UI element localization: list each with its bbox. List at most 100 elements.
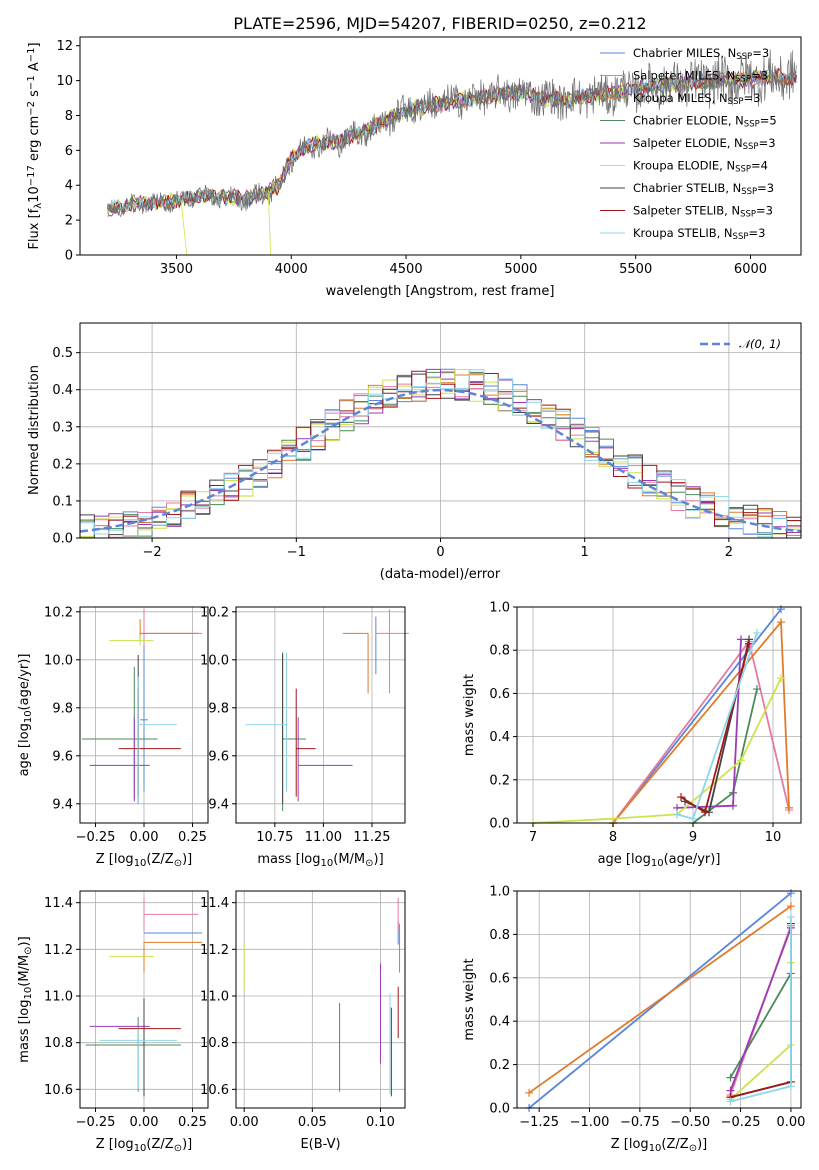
legend-nssp-sub: SSP	[735, 75, 751, 85]
axis-label-part: (age/yr)]	[664, 852, 721, 867]
legend-nssp-sub: SSP	[735, 165, 751, 175]
axis-label-part: 10	[23, 987, 34, 1000]
y-tick-label: 0.4	[489, 1015, 510, 1030]
legend-name: Chabrier STELIB	[633, 181, 725, 195]
y-tick-label: 8	[65, 109, 73, 124]
y-tick-label: 11.0	[200, 990, 229, 1005]
legend-nssp-value: =5	[760, 114, 777, 128]
x-tick-label: 0.05	[298, 1115, 327, 1130]
weight-marker	[677, 793, 685, 802]
axis-label-part: A	[27, 62, 42, 75]
x-tick-label: 3500	[160, 262, 193, 277]
weight-marker	[689, 814, 697, 823]
legend-nssp: , N	[712, 91, 728, 105]
y-axis-label: Normed distribution	[27, 365, 42, 495]
y-tick-label: 9.8	[52, 701, 73, 716]
weight-line	[729, 962, 792, 1100]
y-tick-label: 2	[65, 214, 73, 229]
axis-label-part: (Z/Z	[146, 1137, 173, 1152]
x-axis-label: Z [log10(Z/Z⊙)]	[611, 1137, 707, 1154]
axis-label-part: Z [log	[611, 1137, 649, 1152]
y-tick-label: 10	[56, 74, 73, 89]
weight-line	[528, 905, 792, 1094]
axis-label-part: ⊙	[365, 858, 373, 869]
y-tick-label: 6	[65, 144, 73, 159]
legend-nssp-sub: SSP	[744, 120, 760, 130]
axis-label-part: Z [log	[96, 852, 134, 867]
legend-name: Salpeter STELIB	[633, 204, 724, 218]
y-tick-label: 10.6	[44, 1083, 73, 1098]
axis-label-part: ⊙	[689, 1143, 697, 1154]
weight-marker	[786, 913, 795, 922]
legend-nssp-value: =4	[751, 159, 768, 173]
legend-nssp-sub: SSP	[740, 210, 756, 220]
y-tick-label: 10.2	[200, 605, 229, 620]
axis-label-part: age [log	[17, 723, 32, 776]
x-axis-label: (data-model)/error	[380, 567, 501, 582]
axis-label-part: −2	[26, 101, 37, 116]
y-tick-label: 12	[56, 39, 73, 54]
x-axis-label: Z [log10(Z/Z⊙)]	[96, 852, 192, 869]
y-tick-label: 0.6	[489, 687, 510, 702]
y-axis-label: mass weight	[462, 674, 477, 756]
axis-label-part: )]	[374, 852, 384, 867]
y-tick-label: 10.8	[200, 1036, 229, 1051]
axes-frame	[235, 606, 406, 824]
axes-frame	[516, 606, 802, 824]
legend-nssp: , N	[724, 204, 740, 218]
axis-label-part: ⊙	[23, 946, 34, 954]
weight-line	[612, 608, 782, 824]
y-tick-label: 0.4	[489, 730, 510, 745]
legend-nssp-sub: SSP	[741, 187, 757, 197]
legend-entry: Salpeter STELIB, NSSP=3	[633, 204, 773, 220]
axis-label-part: mass [log	[17, 999, 32, 1062]
y-tick-label: 0.0	[489, 1102, 510, 1117]
mass-vs-extinction-panel: 0.00 0.05 0.10 10.6 10.8 11.0 11.2 11.4 E(B-V)	[200, 890, 406, 1152]
y-axis-label: mass [log10(M/M⊙)]	[17, 936, 34, 1062]
chart-title: PLATE=2596, MJD=54207, FIBERID=0250, z=0…	[233, 14, 646, 33]
x-tick-label: −1.25	[519, 1115, 559, 1130]
x-tick-label: 0.00	[230, 1115, 259, 1130]
mass-weight-vs-metallicity-panel: −1.25 −1.00 −0.75 −0.50 −0.25 0.00 0.0 0.2 0.4 0.…	[462, 885, 805, 1154]
gaussian-curve	[79, 388, 802, 533]
weight-marker	[737, 756, 745, 765]
weight-marker	[726, 1073, 735, 1082]
legend-name: Salpeter MILES	[633, 69, 719, 83]
axis-label-part: (Z/Z	[661, 1137, 688, 1152]
y-axis-label: age [log10(age/yr)]	[17, 654, 34, 777]
weight-marker	[777, 605, 785, 614]
axis-label-part: 10	[321, 858, 334, 869]
y-tick-label: 10.0	[200, 653, 229, 668]
axis-label-part: λ	[33, 203, 44, 209]
x-tick-label: 5500	[619, 262, 652, 277]
legend-nssp: , N	[719, 69, 735, 83]
legend-nssp-value: =3	[757, 181, 774, 195]
x-tick-label: 0.00	[776, 1115, 805, 1130]
axis-label-part: ⊙	[174, 858, 182, 869]
y-tick-label: 1.0	[489, 885, 510, 900]
y-tick-label: 0.8	[489, 928, 510, 943]
x-tick-label: 8	[609, 830, 617, 845]
weight-marker	[786, 1082, 795, 1091]
y-tick-label: 9.6	[208, 749, 229, 764]
x-tick-label: −2	[143, 545, 162, 560]
weight-marker	[786, 902, 795, 911]
x-tick-label: 0	[436, 545, 444, 560]
legend-entry: Kroupa ELODIE, NSSP=4	[633, 159, 768, 175]
weight-line	[532, 677, 782, 824]
legend-entry: Kroupa STELIB, NSSP=3	[633, 226, 765, 242]
x-tick-label: −0.75	[620, 1115, 660, 1130]
axis-label-part: (M/M	[333, 852, 365, 867]
age-vs-metallicity-panel: −0.25 0.00 0.259.49.69.810.010.2Z [log10(Z…	[17, 605, 209, 869]
axis-label-part: (M/M	[17, 955, 32, 987]
x-tick-label: 4000	[275, 262, 308, 277]
legend-entry: Chabrier ELODIE, NSSP=5	[633, 114, 777, 130]
spectrum-dip	[267, 192, 271, 256]
legend-entry: 𝒩(0, 1)	[739, 337, 781, 351]
legend-name: Salpeter ELODIE	[633, 136, 727, 150]
weight-marker	[726, 1097, 735, 1106]
axis-label-part: Z [log	[96, 1137, 134, 1152]
axis-label-part: 10	[651, 858, 664, 869]
